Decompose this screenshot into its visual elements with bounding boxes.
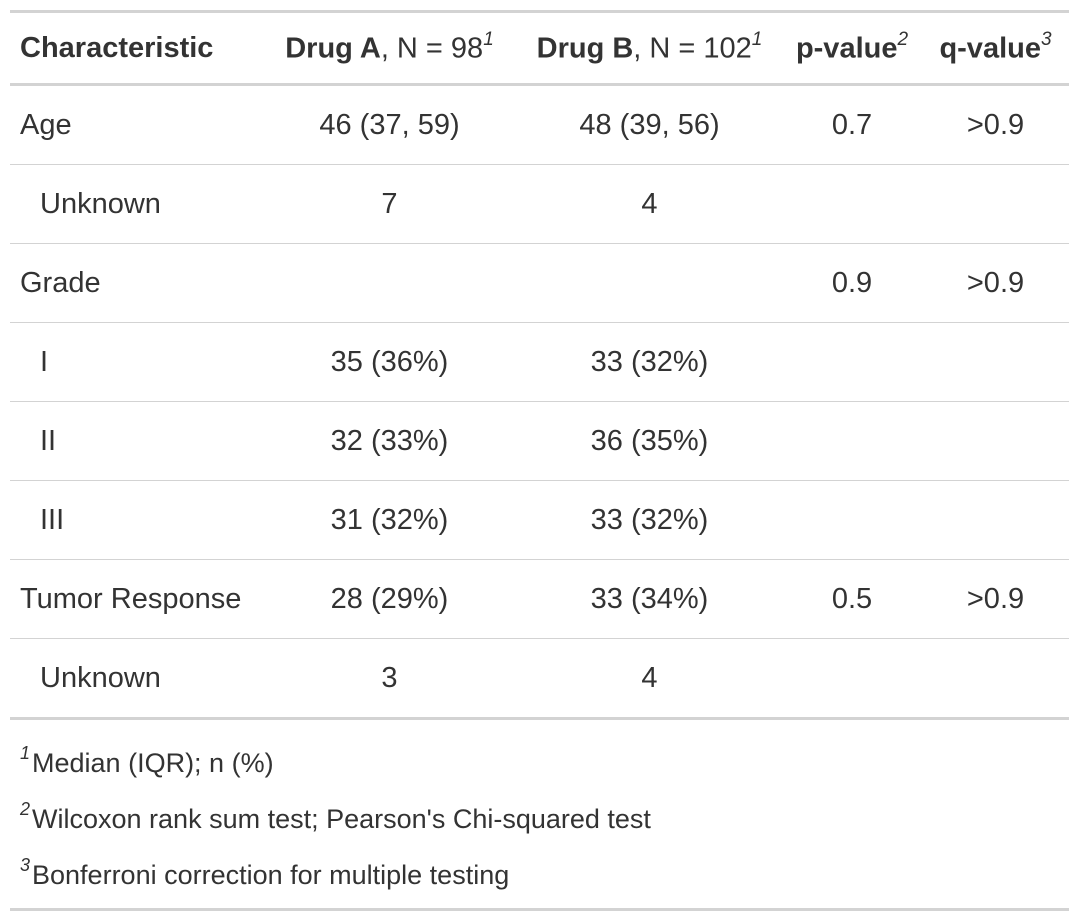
cell-p-value: 0.7: [782, 84, 922, 165]
cell-p-value: [782, 164, 922, 244]
cell-p-value: [782, 480, 922, 560]
footnote: 2Wilcoxon rank sum test; Pearson's Chi-s…: [20, 784, 1069, 840]
table-row: Tumor Response 28 (29%) 33 (34%) 0.5 >0.…: [10, 559, 1069, 639]
footnote-marker: 1: [483, 28, 494, 50]
cell-q-value: >0.9: [922, 84, 1069, 165]
row-label: Unknown: [10, 164, 262, 244]
footnote-marker: 1: [20, 743, 31, 763]
row-label: II: [10, 401, 262, 481]
cell-drug-b: 33 (32%): [517, 322, 782, 402]
table-footnotes: 1Median (IQR); n (%) 2Wilcoxon rank sum …: [10, 720, 1069, 911]
cell-p-value: 0.9: [782, 243, 922, 323]
cell-drug-a: 28 (29%): [262, 559, 517, 639]
table-row: Grade 0.9 >0.9: [10, 243, 1069, 323]
header-drug-b: Drug B, N = 1021: [517, 11, 782, 86]
cell-drug-b: 36 (35%): [517, 401, 782, 481]
cell-q-value: [922, 322, 1069, 402]
row-label: Unknown: [10, 638, 262, 720]
row-label: Grade: [10, 243, 262, 323]
cell-p-value: [782, 401, 922, 481]
cell-drug-a: 46 (37, 59): [262, 84, 517, 165]
footnote-marker: 1: [751, 28, 763, 50]
footnote: 3Bonferroni correction for multiple test…: [20, 840, 1069, 896]
row-label: Tumor Response: [10, 559, 262, 639]
table-row: Unknown 3 4: [10, 638, 1069, 720]
header-p-value: p-value2: [782, 11, 922, 86]
row-label: I: [10, 322, 262, 402]
footnote-text: Bonferroni correction for multiple testi…: [32, 860, 510, 890]
cell-q-value: [922, 480, 1069, 560]
footnote-marker: 3: [20, 855, 31, 875]
row-label: III: [10, 480, 262, 560]
table-row: I 35 (36%) 33 (32%): [10, 322, 1069, 402]
footnote-marker: 2: [897, 28, 909, 50]
cell-drug-b: 4: [517, 638, 782, 720]
cell-drug-b: 4: [517, 164, 782, 244]
footnote-text: Wilcoxon rank sum test; Pearson's Chi-sq…: [32, 804, 651, 834]
footnote-marker: 2: [20, 799, 31, 819]
footnote: 1Median (IQR); n (%): [20, 728, 1069, 784]
summary-table-container: Characteristic Drug A, N = 981 Drug B, N…: [10, 10, 1069, 911]
cell-q-value: [922, 401, 1069, 481]
cell-drug-b: 33 (34%): [517, 559, 782, 639]
header-drug-a: Drug A, N = 981: [262, 11, 517, 86]
footnote-marker: 3: [1040, 28, 1052, 50]
table-row: II 32 (33%) 36 (35%): [10, 401, 1069, 481]
cell-q-value: >0.9: [922, 243, 1069, 323]
cell-drug-b: 33 (32%): [517, 480, 782, 560]
row-label: Age: [10, 84, 262, 165]
cell-drug-a: [262, 243, 517, 323]
table-header-row: Characteristic Drug A, N = 981 Drug B, N…: [10, 11, 1069, 86]
table-row: III 31 (32%) 33 (32%): [10, 480, 1069, 560]
cell-p-value: [782, 322, 922, 402]
cell-q-value: [922, 638, 1069, 720]
cell-q-value: [922, 164, 1069, 244]
cell-drug-b: [517, 243, 782, 323]
header-q-value: q-value3: [922, 11, 1069, 86]
table-row: Age 46 (37, 59) 48 (39, 56) 0.7 >0.9: [10, 84, 1069, 165]
summary-table: Characteristic Drug A, N = 981 Drug B, N…: [10, 10, 1069, 720]
cell-drug-a: 3: [262, 638, 517, 720]
header-characteristic: Characteristic: [10, 11, 262, 86]
cell-q-value: >0.9: [922, 559, 1069, 639]
footnote-text: Median (IQR); n (%): [32, 748, 274, 778]
table-row: Unknown 7 4: [10, 164, 1069, 244]
cell-p-value: [782, 638, 922, 720]
cell-drug-a: 35 (36%): [262, 322, 517, 402]
cell-drug-a: 7: [262, 164, 517, 244]
cell-p-value: 0.5: [782, 559, 922, 639]
cell-drug-a: 32 (33%): [262, 401, 517, 481]
cell-drug-b: 48 (39, 56): [517, 84, 782, 165]
cell-drug-a: 31 (32%): [262, 480, 517, 560]
